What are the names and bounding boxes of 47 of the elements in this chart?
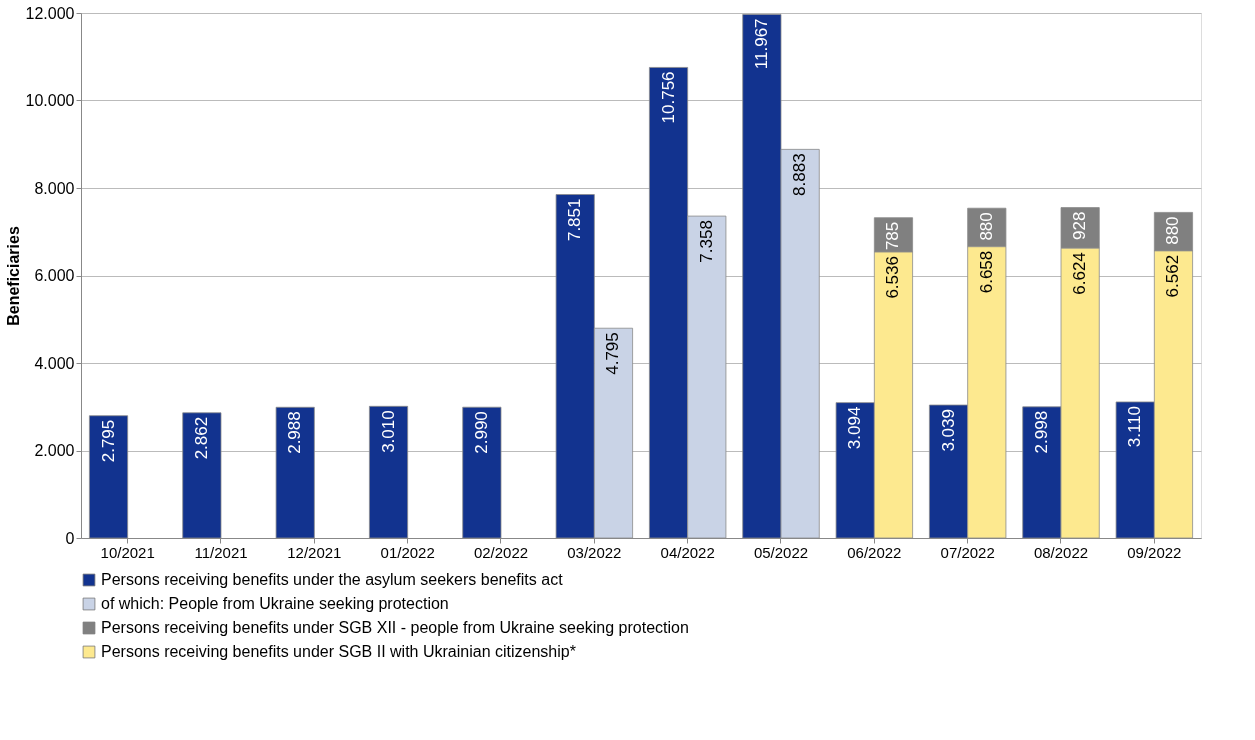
x-tick-label: 11/2021 bbox=[194, 543, 248, 561]
data-label: 3.039 bbox=[938, 409, 958, 452]
x-tick-label: 09/2022 bbox=[1127, 543, 1182, 561]
y-axis-title: Beneficiaries bbox=[4, 226, 22, 326]
legend-label: of which: People from Ukraine seeking protection bbox=[101, 595, 449, 612]
data-label: 2.988 bbox=[285, 411, 305, 454]
legend-label: Persons receiving benefits under SGB II with Ukrainian citizenship* bbox=[101, 643, 576, 660]
x-tick-label: 10/2021 bbox=[100, 543, 155, 561]
data-label: 6.562 bbox=[1163, 254, 1183, 298]
legend-label: Persons receiving benefits under the asylum seekers benefits act bbox=[101, 571, 564, 588]
y-tick-label: 10.000 bbox=[25, 92, 75, 109]
x-tick-label: 06/2022 bbox=[847, 543, 902, 561]
data-label: 4.795 bbox=[603, 332, 623, 375]
data-label: 7.358 bbox=[696, 220, 716, 263]
data-label: 6.624 bbox=[1070, 252, 1090, 295]
data-label: 880 bbox=[1163, 216, 1183, 245]
data-label: 2.990 bbox=[471, 411, 491, 454]
x-tick-label: 04/2022 bbox=[660, 543, 715, 561]
x-tick-label: 07/2022 bbox=[940, 543, 995, 561]
data-label: 3.010 bbox=[378, 410, 398, 453]
x-tick-label: 03/2022 bbox=[567, 543, 622, 561]
y-tick-label: 12.000 bbox=[25, 4, 75, 22]
data-label: 880 bbox=[976, 212, 996, 241]
legend-label: Persons receiving benefits under SGB XII - people from Ukraine seeking protection bbox=[101, 619, 689, 636]
y-tick-label: 6.000 bbox=[34, 267, 75, 284]
x-tick-label: 12/2021 bbox=[287, 543, 342, 561]
data-label: 3.110 bbox=[1125, 405, 1145, 448]
y-tick-label: 4.000 bbox=[34, 354, 75, 372]
data-label: 7.851 bbox=[565, 198, 585, 242]
data-label: 11.967 bbox=[751, 18, 771, 70]
data-label: 3.094 bbox=[845, 406, 865, 450]
data-label: 2.795 bbox=[98, 419, 118, 463]
data-label: 785 bbox=[883, 221, 903, 251]
data-label: 6.658 bbox=[976, 250, 996, 294]
data-label: 928 bbox=[1070, 211, 1090, 240]
data-label: 6.536 bbox=[883, 256, 903, 299]
x-tick-label: 05/2022 bbox=[753, 543, 809, 561]
x-tick-label: 01/2022 bbox=[380, 543, 435, 561]
x-tick-label: 08/2022 bbox=[1033, 543, 1089, 561]
data-label: 2.862 bbox=[191, 416, 211, 460]
data-label: 8.883 bbox=[790, 153, 810, 196]
data-label: 2.998 bbox=[1031, 410, 1051, 454]
data-label: 10.756 bbox=[658, 71, 678, 124]
y-tick-label: 2.000 bbox=[34, 442, 75, 459]
x-tick-label: 02/2022 bbox=[473, 543, 529, 561]
y-tick-label: 8.000 bbox=[34, 179, 75, 197]
y-tick-label: 0 bbox=[65, 529, 75, 547]
